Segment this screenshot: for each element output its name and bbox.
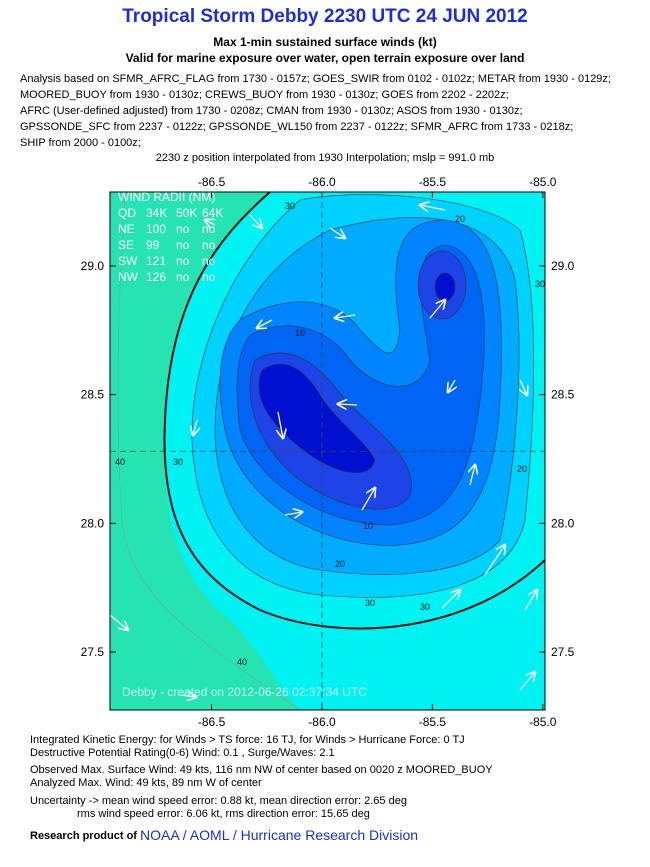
product-link[interactable]: NOAA / AOML / Hurricane Research Divisio… (140, 827, 418, 843)
x-tick-label: -86.5 (198, 175, 226, 189)
analysis-note: Analysis based on SFMR_AFRC_FLAG from 17… (20, 73, 611, 85)
radii-header: QD (118, 206, 136, 220)
x-tick-label: -85.5 (419, 175, 447, 189)
x-tick-label: -86.5 (198, 715, 226, 729)
x-tick-label: -85.0 (529, 715, 557, 729)
footer-line: Uncertainty -> mean wind speed error: 0.… (30, 795, 407, 807)
y-tick-label: 29.0 (81, 259, 105, 273)
contour-label: 10 (295, 328, 305, 338)
y-tick-label: 29.0 (551, 259, 575, 273)
radii-cell: no (202, 238, 216, 252)
radii-cell: 121 (146, 254, 166, 268)
analysis-note: AFRC (User-defined adjusted) from 1730 -… (20, 105, 523, 117)
contour-label: 30 (535, 279, 545, 289)
y-tick-label: 27.5 (551, 645, 575, 659)
radii-cell: no (202, 270, 216, 284)
radii-cell: no (176, 222, 190, 236)
contour-label: 40 (115, 457, 125, 467)
contour-label: 20 (517, 464, 527, 474)
y-tick-label: 28.5 (551, 388, 575, 402)
credit: Debby - created on 2012-06-26 02:37:34 U… (122, 685, 367, 699)
radii-cell: SW (118, 254, 138, 268)
analysis-note: GPSSONDE_SFC from 2237 - 0122z; GPSSONDE… (20, 121, 573, 133)
radii-cell: NW (118, 270, 139, 284)
subtitle: Valid for marine exposure over water, op… (126, 51, 525, 65)
footer-line: Analyzed Max. Wind: 49 kts, 89 nm W of c… (30, 777, 262, 789)
y-tick-label: 27.5 (81, 645, 105, 659)
contour-label: 30 (365, 598, 375, 608)
radii-cell: 99 (146, 238, 160, 252)
analysis-notes: Analysis based on SFMR_AFRC_FLAG from 17… (20, 73, 611, 149)
contour-label: 20 (455, 214, 465, 224)
analysis-note: SHIP from 2000 - 0100z; (20, 137, 141, 149)
radii-cell: no (176, 254, 190, 268)
radii-cell: 100 (146, 222, 166, 236)
axes: -86.5 -86.5 -86.0 -86.0 -85.5 -85.5 -85.0 -85.0… (81, 175, 575, 729)
contour-label: 10 (363, 521, 373, 531)
radii-title: WIND RADII (NM) (118, 190, 215, 204)
y-tick-label: 28.5 (81, 388, 105, 402)
contour-label: 30 (173, 457, 183, 467)
radii-cell: no (202, 222, 216, 236)
radii-cell: no (176, 270, 190, 284)
radii-header: 64K (202, 206, 223, 220)
y-tick-label: 28.0 (551, 516, 575, 530)
product-label: Research product of (30, 830, 137, 842)
footer-line: rms wind speed error: 6.06 kt, rms direc… (77, 808, 370, 820)
radii-cell: SE (118, 238, 134, 252)
contour-label: 20 (335, 559, 345, 569)
radii-cell: NE (118, 222, 135, 236)
analysis-note: MOORED_BUOY from 1930 - 0130z; CREWS_BUO… (20, 89, 509, 101)
position-note: 2230 z position interpolated from 1930 I… (156, 152, 494, 164)
x-tick-label: -85.5 (419, 715, 447, 729)
radii-cell: no (176, 238, 190, 252)
x-tick-label: -86.0 (308, 175, 336, 189)
contour-label: 30 (420, 602, 430, 612)
x-tick-label: -86.0 (308, 715, 336, 729)
footer-line: Integrated Kinetic Energy: for Winds > T… (30, 734, 465, 746)
radii-header: 34K (146, 206, 167, 220)
radii-cell: no (202, 254, 216, 268)
y-tick-label: 28.0 (81, 516, 105, 530)
footer: Integrated Kinetic Energy: for Winds > T… (30, 734, 493, 820)
radii-header: 50K (176, 206, 197, 220)
footer-line: Destructive Potential Rating(0-6) Wind: … (30, 747, 335, 759)
x-tick-label: -85.0 (529, 175, 557, 189)
contour-label: 30 (285, 201, 295, 211)
footer-line: Observed Max. Surface Wind: 49 kts, 116 … (30, 764, 493, 776)
title: Tropical Storm Debby 2230 UTC 24 JUN 201… (122, 6, 528, 27)
radii-cell: 126 (146, 270, 166, 284)
subtitle: Max 1-min sustained surface winds (kt) (213, 35, 436, 49)
contour-label: 40 (237, 657, 247, 667)
